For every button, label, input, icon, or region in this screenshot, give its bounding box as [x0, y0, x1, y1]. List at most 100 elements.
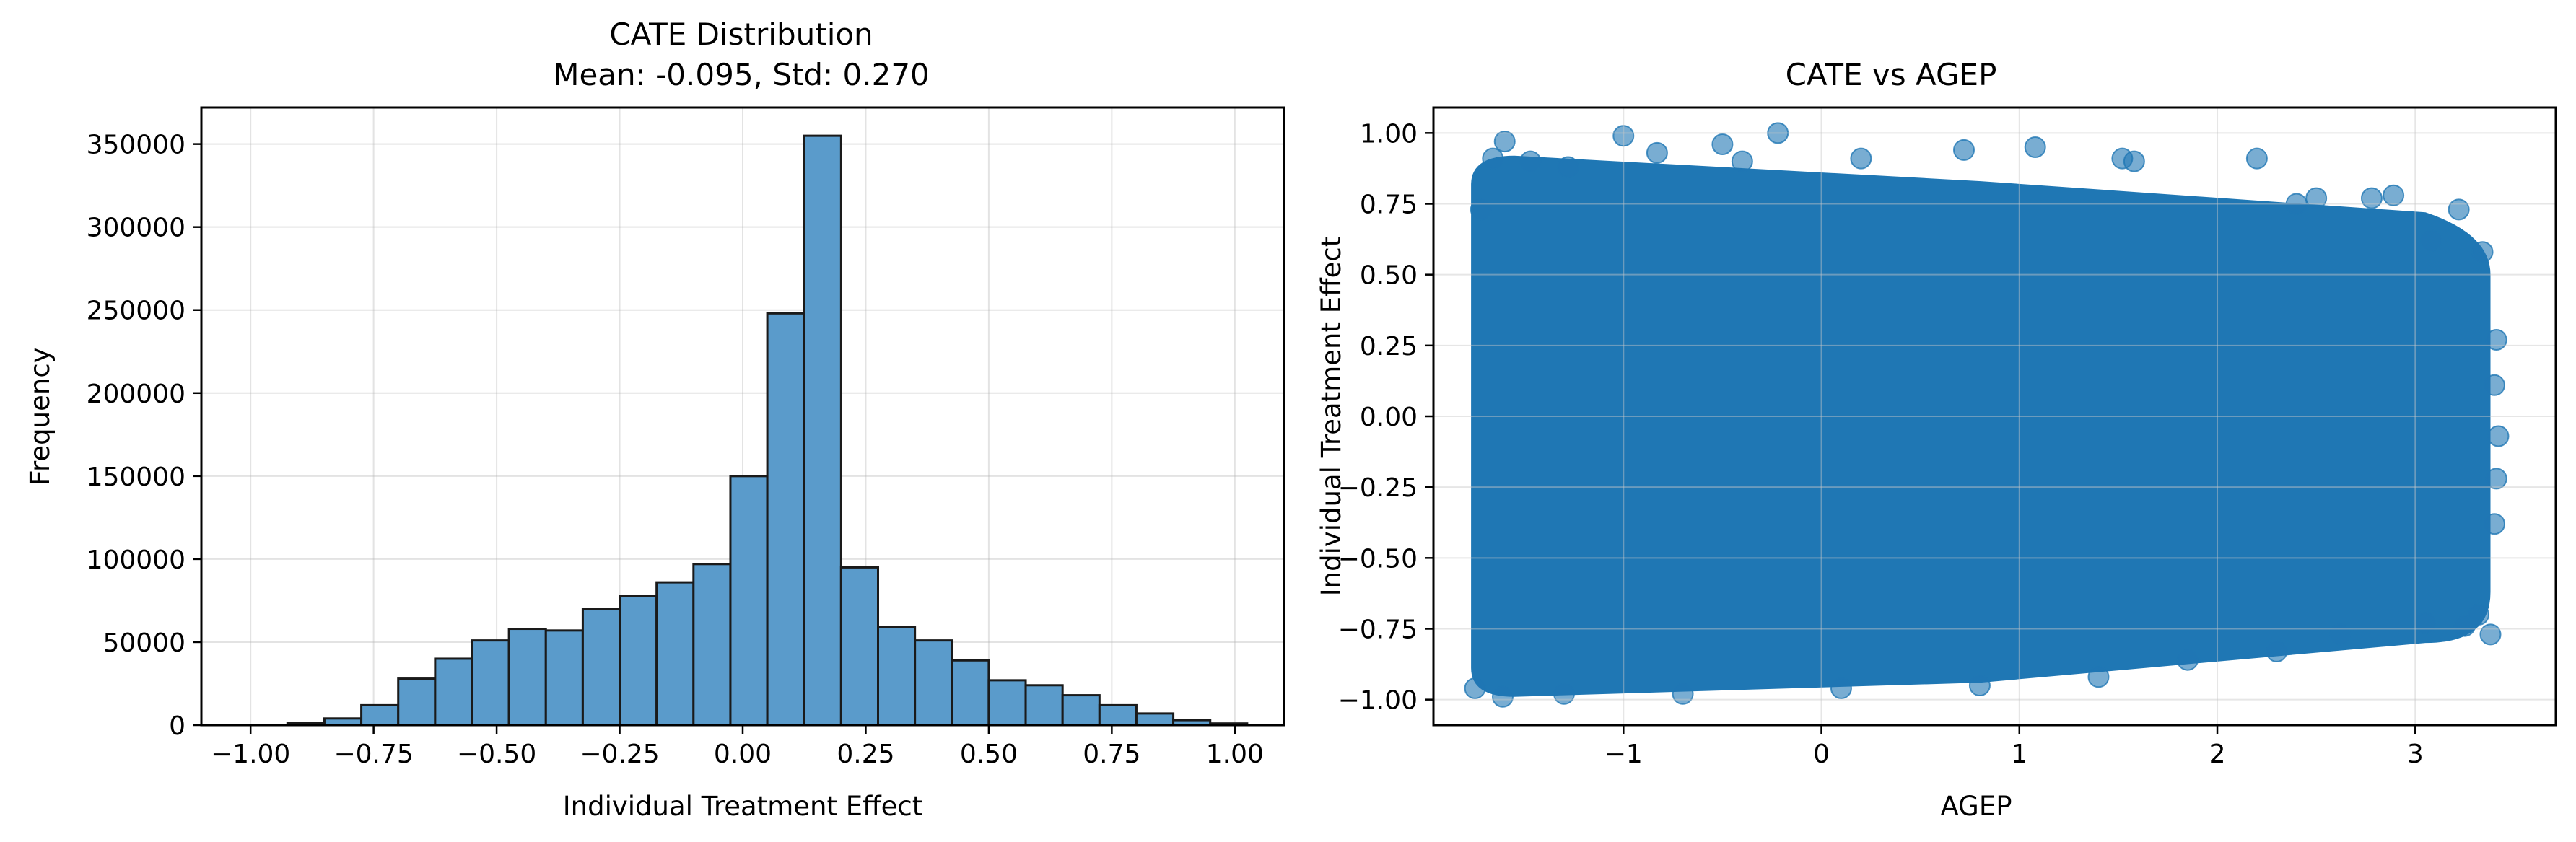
hist-bar-9 [581, 608, 621, 727]
scatter-point-15 [2245, 147, 2268, 170]
hist-x-tick-label: −1.00 [211, 740, 290, 769]
scatter-point-0 [1493, 131, 1516, 153]
hist-bar-21 [1024, 684, 1064, 727]
hist-bars [249, 134, 1249, 727]
scatter-gridlines [1433, 108, 2556, 725]
scatter-x-tick-label: 0 [1813, 740, 1830, 769]
scatter-y-tick-label: −0.75 [1338, 615, 1418, 644]
scatter-point-7 [1711, 133, 1734, 156]
hist-bar-18 [914, 639, 953, 727]
hist-x-tick-label: −0.75 [333, 740, 413, 769]
scatter-point-11 [1952, 139, 1975, 161]
hist-y-tick-label: 250000 [87, 297, 185, 326]
scatter-y-axis-label: Individual Treatment Effect [1316, 237, 1347, 596]
scatter-y-tick-label: −0.50 [1338, 544, 1418, 574]
hist-y-tick-label: 150000 [87, 462, 185, 492]
hist-bar-14 [766, 312, 805, 727]
scatter-point-31 [2414, 612, 2436, 634]
hist-bar-5 [434, 657, 473, 727]
hist-x-axis-label: Individual Treatment Effect [563, 791, 922, 822]
scatter-point-2 [1470, 198, 1492, 221]
hist-bar-20 [987, 679, 1027, 727]
hist-bar-17 [877, 626, 917, 727]
scatter-point-6 [1646, 141, 1668, 164]
scatter-point-20 [2420, 229, 2442, 252]
cate-vs-agep-scatter: CATE vs AGEP −1 0 1 2 3 −1.00 −0.75 −0.50 −0.25… [1316, 57, 2557, 822]
scatter-y-tick-label: 0.75 [1360, 190, 1418, 220]
scatter-points [1464, 122, 2510, 708]
hist-x-tick-label: 0.75 [1083, 740, 1140, 769]
scatter-title: CATE vs AGEP [1786, 57, 1997, 92]
scatter-point-34 [2176, 649, 2199, 671]
scatter-point-5 [1612, 125, 1635, 147]
scatter-y-tick-label: −0.25 [1338, 473, 1418, 503]
hist-bar-12 [692, 563, 732, 727]
scatter-point-23 [2485, 328, 2507, 351]
scatter-dense-points [1471, 155, 2491, 697]
scatter-point-4 [1557, 156, 1579, 178]
scatter-x-ticks: −1 0 1 2 3 [1604, 725, 2424, 769]
scatter-x-tick-label: −1 [1604, 740, 1643, 769]
hist-bar-23 [1098, 703, 1138, 727]
scatter-point-40 [1491, 685, 1514, 708]
hist-y-tick-label: 200000 [87, 380, 185, 409]
hist-title-line2: Mean: -0.095, Std: 0.270 [553, 57, 930, 92]
hist-x-tick-label: 0.50 [960, 740, 1018, 769]
hist-y-tick-label: 100000 [87, 545, 185, 575]
hist-title-line1: CATE Distribution [609, 17, 873, 52]
hist-bar-16 [839, 566, 880, 727]
hist-bar-24 [1135, 712, 1175, 727]
scatter-point-3 [1519, 150, 1542, 172]
scatter-point-39 [1553, 683, 1576, 705]
hist-bar-19 [951, 659, 990, 727]
scatter-y-tick-label: 0.50 [1360, 261, 1418, 291]
hist-y-tick-label: 300000 [87, 214, 185, 243]
hist-bar-7 [507, 628, 547, 727]
scatter-point-22 [2471, 241, 2494, 263]
scatter-point-27 [2483, 513, 2505, 535]
hist-x-tick-label: −0.50 [457, 740, 536, 769]
scatter-point-16 [2285, 193, 2308, 215]
hist-x-tick-label: −0.25 [580, 740, 659, 769]
hist-x-tick-label: 1.00 [1206, 740, 1264, 769]
cate-histogram: CATE Distribution Mean: -0.095, Std: 0.2… [25, 17, 1285, 822]
hist-bar-3 [360, 703, 400, 727]
hist-y-ticks: 0 50000 100000 150000 200000 250000 300000 3500… [87, 131, 201, 741]
scatter-point-24 [2483, 374, 2505, 396]
scatter-point-30 [2479, 623, 2502, 646]
scatter-point-10 [1850, 147, 1872, 170]
hist-bar-15 [803, 134, 842, 727]
scatter-point-41 [1464, 677, 1486, 699]
scatter-x-axis-label: AGEP [1940, 791, 2012, 822]
scatter-point-35 [2087, 666, 2110, 688]
scatter-point-8 [1767, 122, 1789, 144]
scatter-point-33 [2266, 640, 2288, 662]
scatter-point-19 [2383, 184, 2405, 206]
scatter-y-tick-label: 1.00 [1360, 119, 1418, 149]
scatter-y-tick-label: 0.25 [1360, 332, 1418, 361]
hist-bar-11 [655, 581, 695, 727]
scatter-y-tick-label: −1.00 [1338, 686, 1418, 716]
hist-x-tick-label: 0.25 [837, 740, 894, 769]
scatter-x-tick-label: 1 [2011, 740, 2027, 769]
scatter-point-18 [2360, 187, 2383, 209]
scatter-point-32 [2329, 623, 2352, 646]
hist-y-tick-label: 50000 [102, 628, 185, 658]
scatter-point-14 [2123, 150, 2145, 172]
scatter-point-17 [2305, 187, 2328, 209]
scatter-point-26 [2485, 468, 2507, 490]
scatter-point-1 [1482, 147, 1504, 170]
scatter-point-9 [1731, 150, 1753, 172]
scatter-point-25 [2487, 425, 2510, 447]
hist-y-axis-label: Frequency [25, 347, 56, 485]
scatter-y-ticks: −1.00 −0.75 −0.50 −0.25 0.00 0.25 0.50 0.75 1.00 [1338, 119, 1433, 716]
hist-y-tick-label: 0 [169, 711, 185, 741]
scatter-point-36 [1968, 675, 1991, 697]
scatter-x-tick-label: 3 [2407, 740, 2424, 769]
hist-x-tick-label: 0.00 [714, 740, 772, 769]
scatter-point-38 [1672, 683, 1694, 705]
scatter-point-29 [2453, 615, 2476, 637]
hist-y-tick-label: 350000 [87, 131, 185, 160]
scatter-x-tick-label: 2 [2209, 740, 2226, 769]
